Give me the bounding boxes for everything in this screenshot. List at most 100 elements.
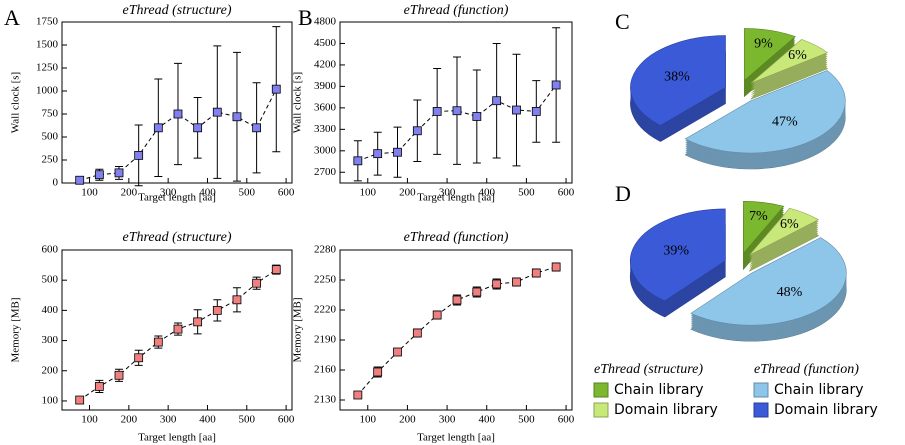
y-tick-label: 3600 — [314, 101, 337, 113]
y-tick-label: 3900 — [314, 80, 337, 92]
x-tick-label: 400 — [199, 187, 216, 199]
pie-label: 39% — [663, 243, 689, 258]
y-tick-label: 250 — [42, 154, 59, 166]
data-point — [373, 367, 383, 377]
y-tick-label: 600 — [42, 244, 59, 256]
data-point — [393, 147, 402, 157]
y-tick-label: 2700 — [314, 166, 337, 178]
x-tick-label: 200 — [399, 414, 416, 426]
pie-label: 47% — [772, 115, 798, 130]
data-point — [94, 382, 104, 391]
x-tick-label: 100 — [360, 187, 377, 199]
y-tick-label: 300 — [42, 334, 59, 346]
pie-label: 48% — [777, 285, 803, 300]
x-tick-label: 500 — [239, 414, 256, 426]
legend-swatch — [593, 382, 609, 398]
pie-slice — [743, 200, 785, 255]
y-tick-label: 500 — [42, 274, 59, 286]
panel-letter: C — [615, 9, 630, 34]
pie-slice — [748, 207, 820, 256]
legend-label: Chain library — [614, 382, 703, 398]
data-point — [75, 395, 85, 405]
data-point — [173, 109, 183, 119]
pie-slice — [690, 237, 847, 326]
x-tick-label: 500 — [518, 414, 535, 426]
trend-line — [357, 266, 557, 396]
y-axis-label: Wall clock [s] — [292, 72, 304, 133]
legend-title: eThread (function) — [754, 362, 859, 377]
y-tick-label: 1000 — [36, 85, 59, 97]
y-tick-label: 2130 — [314, 394, 337, 406]
data-point — [232, 112, 242, 122]
pie-label: 7% — [749, 209, 768, 224]
pie-label: 6% — [788, 48, 807, 63]
x-tick-label: 300 — [160, 187, 177, 199]
data-point — [531, 268, 541, 278]
y-tick-label: 0 — [53, 177, 59, 189]
y-axis-label: Memory [MB] — [10, 297, 22, 362]
y-tick-label: 2250 — [314, 274, 337, 286]
chart-title: eThread (structure) — [123, 3, 232, 18]
pie-slice — [750, 39, 829, 84]
x-tick-label: 500 — [518, 187, 535, 199]
legend-swatch — [593, 402, 609, 418]
y-tick-label: 4500 — [314, 37, 337, 49]
x-tick-label: 400 — [199, 414, 216, 426]
data-point — [252, 278, 262, 288]
pie-label: 6% — [780, 217, 799, 232]
pie-slice — [744, 28, 796, 82]
data-point — [193, 123, 203, 133]
pie-slice — [630, 35, 726, 126]
y-tick-label: 4800 — [314, 16, 337, 28]
legend-title: eThread (structure) — [594, 362, 703, 377]
y-tick-label: 750 — [42, 108, 59, 120]
y-tick-label: 200 — [42, 364, 59, 376]
data-point — [432, 310, 442, 320]
data-point — [353, 156, 363, 166]
plot-frame — [339, 21, 573, 184]
data-point — [271, 265, 281, 275]
data-point — [173, 324, 183, 334]
data-point — [153, 337, 163, 347]
chart-title: eThread (structure) — [123, 230, 232, 245]
data-point — [393, 347, 402, 357]
x-axis-label: Target length [aa] — [417, 432, 495, 444]
data-point — [512, 277, 521, 287]
data-point — [492, 96, 502, 106]
data-point — [212, 305, 222, 315]
data-point — [492, 279, 502, 289]
panel-letter: B — [298, 5, 313, 30]
x-tick-label: 600 — [278, 414, 295, 426]
data-point — [551, 262, 561, 272]
data-point — [452, 295, 462, 305]
y-tick-label: 1250 — [36, 62, 59, 74]
legend-label: Chain library — [774, 382, 863, 398]
data-point — [531, 107, 541, 116]
data-point — [551, 80, 561, 90]
y-axis-label: Memory [MB] — [292, 297, 304, 362]
x-tick-label: 500 — [239, 187, 256, 199]
pie-slice — [630, 208, 726, 302]
x-tick-label: 400 — [478, 187, 495, 199]
plot-frame — [61, 249, 293, 411]
panel-letter: A — [4, 5, 20, 30]
x-tick-label: 400 — [478, 414, 495, 426]
data-point — [94, 170, 104, 180]
x-tick-label: 200 — [121, 414, 138, 426]
legend-label: Domain library — [614, 402, 718, 418]
data-point — [412, 328, 422, 338]
plot-frame — [61, 21, 293, 184]
x-tick-label: 600 — [278, 187, 295, 199]
y-tick-label: 2220 — [314, 304, 337, 316]
x-tick-label: 200 — [121, 187, 138, 199]
data-point — [373, 149, 383, 159]
data-point — [153, 123, 163, 133]
x-tick-label: 600 — [558, 414, 575, 426]
x-axis-label: Target length [aa] — [138, 192, 216, 204]
pie-slice — [684, 70, 846, 154]
data-point — [271, 84, 281, 94]
trend-line — [357, 84, 557, 162]
x-tick-label: 100 — [360, 414, 377, 426]
y-tick-label: 1500 — [36, 39, 59, 51]
